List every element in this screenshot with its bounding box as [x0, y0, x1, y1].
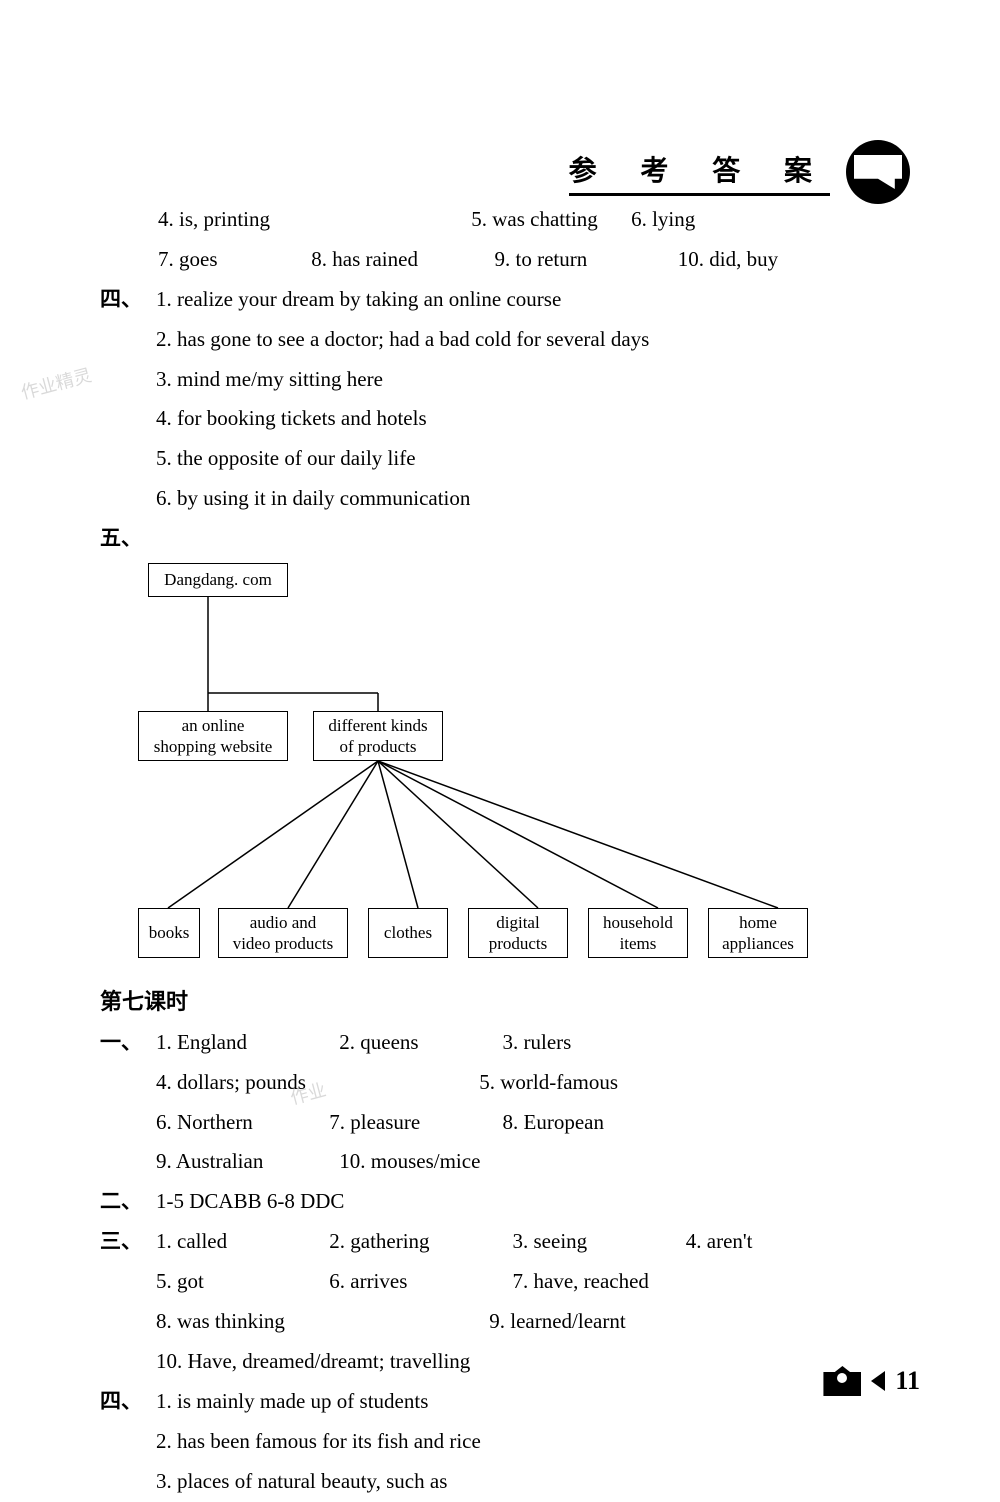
diagram-leaf: clothes	[368, 908, 448, 958]
diagram-leaf: household items	[588, 908, 688, 958]
grade-text: 八年级	[857, 162, 899, 182]
s4-item: 4. for booking tickets and hotels	[156, 399, 920, 439]
diagram-leaf: digital products	[468, 908, 568, 958]
s4-item: 3. mind me/my sitting here	[156, 360, 920, 400]
s4-item: 2. has gone to see a doctor; had a bad c…	[156, 320, 920, 360]
section-5: 五、	[100, 519, 920, 559]
lesson7-s1: 一、 1. England 2. queens 3. rulers 4. dol…	[100, 1023, 920, 1183]
section-5-label: 五、	[100, 519, 150, 559]
lesson7-s4: 四、 1. is mainly made up of students 2. h…	[100, 1382, 920, 1502]
s4-item: 1. realize your dream by taking an onlin…	[156, 280, 920, 320]
page-number-text: 11	[895, 1366, 920, 1396]
tree-diagram: Dangdang. com an online shopping website…	[138, 563, 898, 973]
diagram-leaf: audio and video products	[218, 908, 348, 958]
lesson7-s3: 三、 1. called 2. gathering 3. seeing 4. a…	[100, 1222, 920, 1382]
lesson7-s2: 二、 1-5 DCABB 6-8 DDC	[100, 1182, 920, 1222]
lesson-7-title: 第七课时	[100, 981, 920, 1023]
section-4-label: 四、	[100, 280, 150, 320]
page-number: 11	[823, 1366, 920, 1396]
diagram-node: an online shopping website	[138, 711, 288, 761]
top-line-1: 4. is, printing 5. was chatting 6. lying	[158, 200, 920, 240]
s4-item: 6. by using it in daily communication	[156, 479, 920, 519]
diagram-root: Dangdang. com	[148, 563, 288, 597]
diagram-node: different kinds of products	[313, 711, 443, 761]
triangle-icon	[871, 1371, 885, 1391]
page-header: 参 考 答 案 八年级	[569, 140, 910, 204]
grade-badge: 八年级	[846, 140, 910, 204]
s4-item: 5. the opposite of our daily life	[156, 439, 920, 479]
diagram-leaf: home appliances	[708, 908, 808, 958]
watermark: 作业精灵	[18, 361, 94, 405]
top-line-2: 7. goes 8. has rained 9. to return 10. d…	[158, 240, 920, 280]
section-4: 四、 1. realize your dream by taking an on…	[100, 280, 920, 519]
diagram-leaf: books	[138, 908, 200, 958]
header-title: 参 考 答 案	[569, 149, 830, 196]
content-body: 4. is, printing 5. was chatting 6. lying…	[100, 200, 920, 1502]
camera-icon	[823, 1366, 861, 1396]
